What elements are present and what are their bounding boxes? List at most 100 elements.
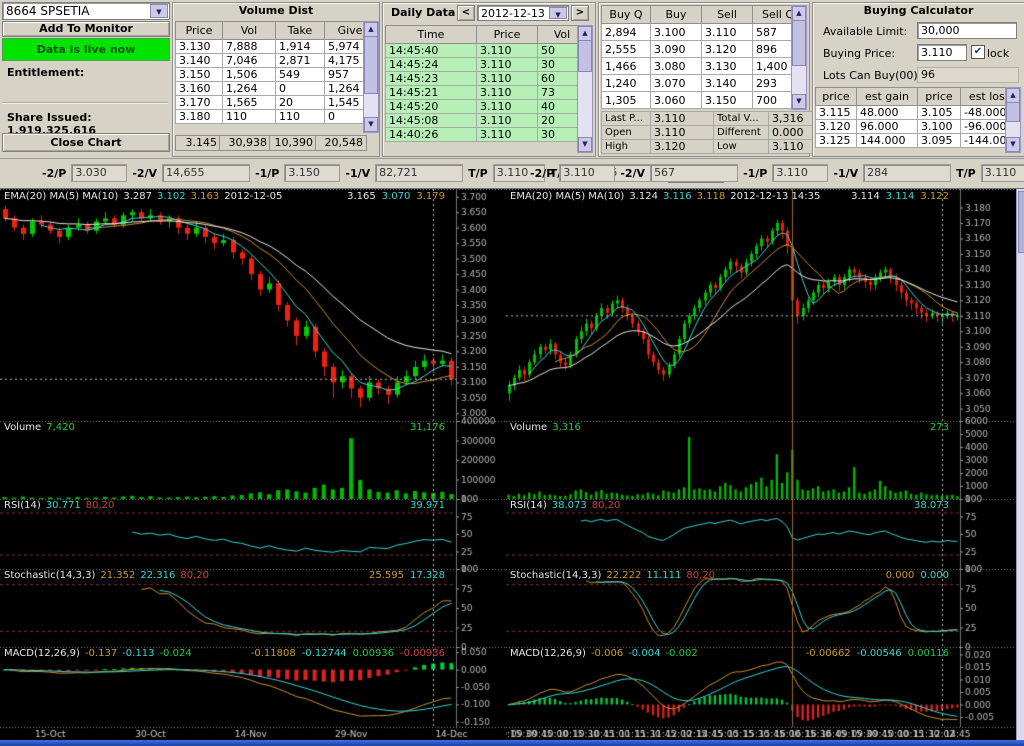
- macd-value: -0.137: [84, 648, 118, 659]
- value: 3.110: [650, 111, 714, 126]
- scrollbar-thumb[interactable]: [792, 20, 806, 66]
- col-header-price[interactable]: Price: [175, 21, 223, 40]
- hover-datetime: 2012-12-13 14:35: [730, 191, 821, 202]
- prev2-volume-field[interactable]: 14,655: [162, 164, 251, 182]
- table-row[interactable]: 3.150 1,506 549 957: [175, 67, 376, 82]
- calculator-scrollbar[interactable]: ▲ ▼: [1005, 87, 1021, 153]
- prev2-price-field[interactable]: 3.110: [559, 164, 616, 182]
- intraday-chart-canvas[interactable]: [506, 189, 1016, 740]
- cell: 7,888: [222, 39, 276, 54]
- table-row[interactable]: 3.120 96.000 3.100 -96.000: [815, 119, 1018, 134]
- scroll-down-icon[interactable]: ▼: [578, 137, 592, 152]
- prev-day-button[interactable]: <: [457, 5, 475, 21]
- cell: 48.000: [856, 105, 918, 120]
- value: 0.000: [768, 125, 820, 140]
- prev2-price-field[interactable]: 3.030: [71, 164, 128, 182]
- table-row[interactable]: 14:45:21 3.110 73: [385, 85, 587, 100]
- cell: 1,305: [601, 91, 651, 109]
- table-row[interactable]: 1,305 3.060 3.150 700: [601, 91, 804, 109]
- col-header-price2[interactable]: price: [917, 87, 961, 106]
- cell: 3.120: [701, 40, 753, 58]
- total-price: 3.145: [175, 135, 221, 151]
- table-row[interactable]: 2,555 3.090 3.120 896: [601, 40, 804, 58]
- total-take: 10,390: [269, 135, 317, 151]
- cell: 3.110: [701, 23, 753, 41]
- table-row[interactable]: 3.170 1,565 20 1,545: [175, 95, 376, 110]
- label: Last P...: [601, 111, 651, 126]
- table-row[interactable]: 1,240 3.070 3.140 293: [601, 74, 804, 92]
- scrollbar-thumb[interactable]: [1018, 191, 1024, 253]
- chevron-down-icon[interactable]: ▼: [150, 4, 168, 18]
- daily-chart-canvas[interactable]: [0, 189, 506, 740]
- next-day-button[interactable]: >: [571, 5, 589, 21]
- col-header-price[interactable]: Price: [476, 25, 538, 44]
- available-limit-input[interactable]: [917, 22, 1017, 39]
- rsi-last: 38.073: [914, 500, 949, 511]
- table-row[interactable]: 14:45:23 3.110 60: [385, 71, 587, 86]
- buying-price-input[interactable]: [917, 44, 967, 61]
- prev1-price-field[interactable]: 3.150: [284, 164, 341, 182]
- table-row[interactable]: 1,466 3.080 3.130 1,400: [601, 57, 804, 75]
- col-header-price1[interactable]: price: [815, 87, 857, 106]
- order-book-scrollbar[interactable]: ▲ ▼: [791, 5, 807, 110]
- ma10-value: 3.118: [696, 191, 726, 202]
- stock-symbol: 8664 SPSETIA: [6, 4, 90, 18]
- volume-dist-scrollbar[interactable]: ▲ ▼: [363, 21, 379, 133]
- col-header-sell[interactable]: Sell: [701, 5, 753, 24]
- table-row[interactable]: 3.160 1,264 0 1,264: [175, 81, 376, 96]
- stoch-pane-header: Stochastic(14,3,3) 21.352 22.316 80,20 25.5…: [4, 570, 506, 583]
- cell: 2,555: [601, 40, 651, 58]
- close-chart-button[interactable]: Close Chart: [2, 133, 170, 152]
- table-row[interactable]: 14:40:26 3.110 30: [385, 127, 587, 142]
- prev1-volume-field[interactable]: 82,721: [375, 164, 464, 182]
- table-row[interactable]: 14:45:20 3.110 40: [385, 99, 587, 114]
- rsi-pane-header: RSI(14) 38.073 80,20 38.073: [510, 500, 1016, 513]
- scroll-down-icon[interactable]: ▼: [364, 117, 378, 132]
- scroll-down-icon[interactable]: ▼: [1006, 137, 1020, 152]
- chevron-down-icon[interactable]: ▼: [549, 7, 567, 19]
- volume-dist-header-row: Price Vol Take Give: [175, 21, 376, 40]
- date-selector[interactable]: 2012-12-13 ▼: [477, 5, 569, 21]
- scrollbar-thumb[interactable]: [578, 40, 592, 72]
- table-row[interactable]: 14:45:08 3.110 20: [385, 113, 587, 128]
- col-header-take[interactable]: Take: [275, 21, 325, 40]
- col-header-estgain[interactable]: est gain: [856, 87, 918, 106]
- cell: 14:45:24: [385, 57, 477, 72]
- scroll-down-icon[interactable]: ▼: [792, 94, 806, 109]
- col-header-buy[interactable]: Buy: [650, 5, 702, 24]
- table-row[interactable]: 3.130 7,888 1,914 5,974: [175, 39, 376, 54]
- scroll-up-icon[interactable]: ▲: [1006, 88, 1020, 103]
- stoch-last-d: 17.328: [410, 570, 445, 581]
- window-scrollbar[interactable]: [1016, 189, 1024, 740]
- table-row[interactable]: 3.125 144.000 3.095 -144.000: [815, 133, 1018, 148]
- table-row[interactable]: 3.115 48.000 3.105 -48.000: [815, 105, 1018, 120]
- rsi-last-value: 39.971: [404, 500, 445, 512]
- macd-label: MACD(12,26,9): [510, 648, 586, 659]
- lock-checkbox[interactable]: ✔: [971, 45, 985, 59]
- table-row[interactable]: 3.140 7,046 2,871 4,175: [175, 53, 376, 68]
- today-price-field[interactable]: 3.110: [492, 164, 545, 182]
- add-to-monitor-button[interactable]: Add To Monitor: [2, 21, 170, 37]
- scrollbar-thumb[interactable]: [364, 36, 378, 94]
- daily-data-scrollbar[interactable]: ▲ ▼: [577, 25, 593, 153]
- prev1-volume-field[interactable]: 284: [863, 164, 952, 182]
- prev2-volume-field[interactable]: 567: [650, 164, 739, 182]
- prev1-price-field[interactable]: 3.110: [772, 164, 829, 182]
- scroll-up-icon[interactable]: ▲: [578, 26, 592, 41]
- table-row[interactable]: 14:45:24 3.110 30: [385, 57, 587, 72]
- stock-selector[interactable]: 8664 SPSETIA ▼: [2, 2, 170, 20]
- macd-last-values: -0.11808 -0.12744 0.00936 -0.00936: [245, 648, 445, 660]
- cell: 2,871: [275, 53, 325, 68]
- scroll-up-icon[interactable]: ▲: [364, 22, 378, 37]
- table-row[interactable]: 14:45:40 3.110 50: [385, 43, 587, 58]
- today-price-field[interactable]: 3.110: [980, 164, 1024, 182]
- date-value: 2012-12-13: [481, 7, 545, 20]
- col-header-buyq[interactable]: Buy Q: [601, 5, 651, 24]
- col-header-vol[interactable]: Vol: [222, 21, 276, 40]
- table-row[interactable]: 2,894 3.100 3.110 587: [601, 23, 804, 41]
- stock-panel: 8664 SPSETIA ▼ Add To Monitor Data is li…: [2, 2, 170, 155]
- scroll-up-icon[interactable]: ▲: [792, 6, 806, 21]
- scrollbar-thumb[interactable]: [1006, 102, 1020, 122]
- col-header-time[interactable]: Time: [385, 25, 477, 44]
